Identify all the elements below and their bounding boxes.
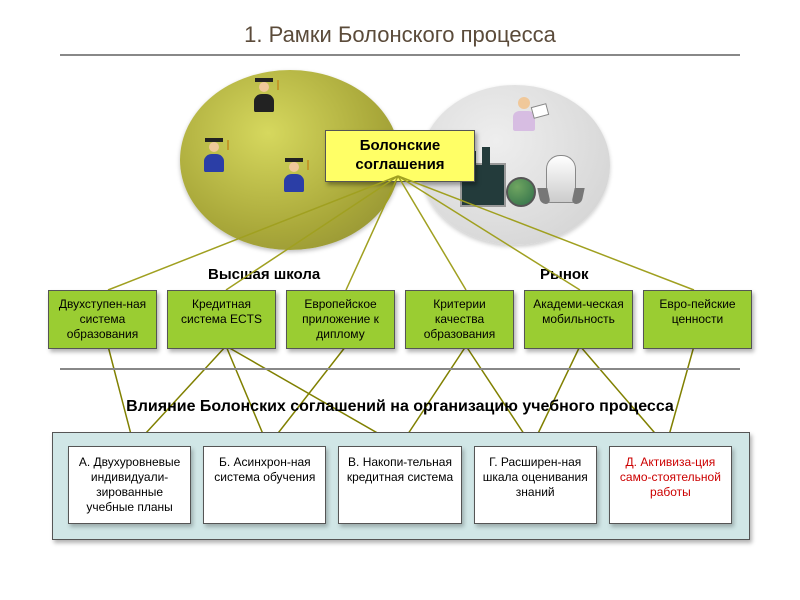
graduate-icon [250, 80, 278, 114]
graduate-icon [200, 140, 228, 174]
impact-box: Б. Асинхрон-ная система обучения [203, 446, 326, 524]
agreements-row: Двухступен-ная система образования Креди… [48, 290, 752, 349]
rocket-icon [546, 155, 576, 203]
agreement-box: Академи-ческая мобильность [524, 290, 633, 349]
agreement-box: Кредитная система ECTS [167, 290, 276, 349]
page-title: 1. Рамки Болонского процесса [0, 22, 800, 48]
impact-row: А. Двухуровневые индивидуали-зированные … [68, 446, 732, 524]
diagram-root: { "title": "1. Рамки Болонского процесса… [0, 0, 800, 600]
impact-box: А. Двухуровневые индивидуали-зированные … [68, 446, 191, 524]
agreement-box: Критерии качества образования [405, 290, 514, 349]
agreement-box: Европейское приложение к диплому [286, 290, 395, 349]
mid-separator [60, 368, 740, 370]
title-separator [60, 54, 740, 56]
impact-box: Д. Активиза-ция само-стоятельной работы [609, 446, 732, 524]
label-market: Рынок [540, 266, 589, 283]
agreement-box: Двухступен-ная система образования [48, 290, 157, 349]
graduate-icon [280, 160, 308, 194]
impact-box: Г. Расширен-ная шкала оценивания знаний [474, 446, 597, 524]
impact-box: В. Накопи-тельная кредитная система [338, 446, 461, 524]
subtitle: Влияние Болонских соглашений на организа… [0, 398, 800, 416]
label-higher-school: Высшая школа [208, 266, 320, 283]
globe-icon [506, 177, 536, 207]
agreement-box: Евро-пейские ценности [643, 290, 752, 349]
center-box-bologna-agreements: Болонские соглашения [325, 130, 475, 182]
worker-icon [510, 97, 538, 131]
